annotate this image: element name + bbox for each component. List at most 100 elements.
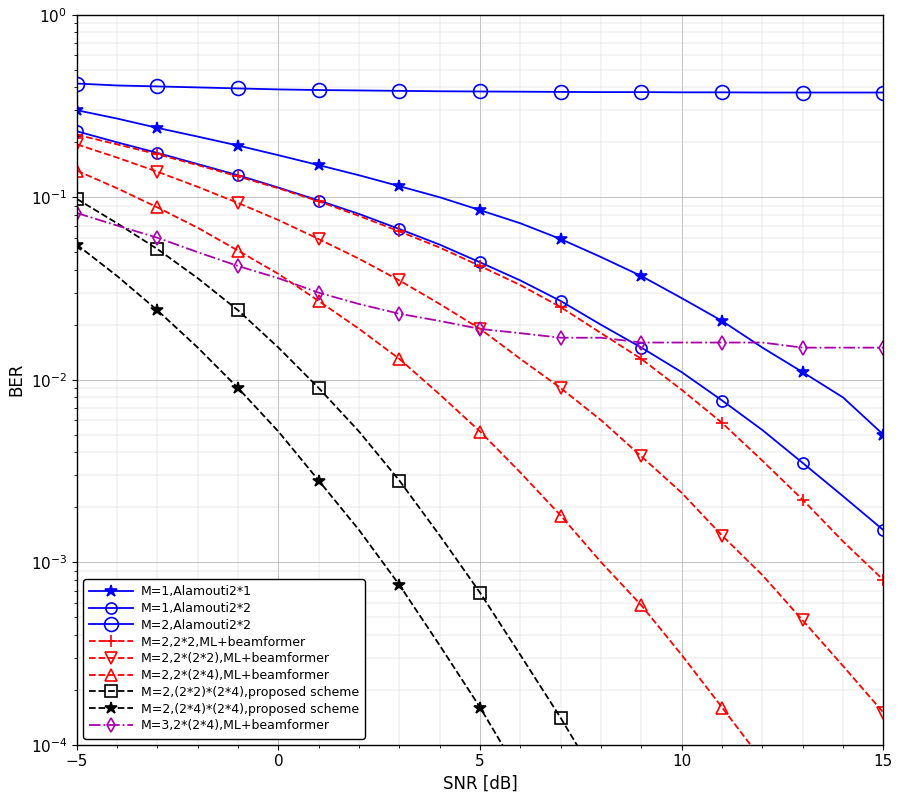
M=2,Alamouti2*2: [677, 87, 688, 97]
M=2,2*(2*4),ML+beamformer: [152, 202, 163, 212]
M=1,Alamouti2*2: [838, 491, 849, 501]
M=2,2*(2*4),ML+beamformer: [716, 702, 727, 712]
M=2,2*2,ML+beamformer: [112, 139, 122, 149]
M=2,Alamouti2*2: [636, 87, 647, 97]
M=2,2*(2*2),ML+beamformer: [596, 415, 607, 425]
M=2,2*2,ML+beamformer: [716, 418, 727, 428]
M=2,(2*2)*(2*4),proposed scheme: [596, 781, 607, 790]
M=2,(2*2)*(2*4),proposed scheme: [313, 383, 324, 393]
M=2,(2*4)*(2*4),proposed scheme: [193, 343, 203, 353]
M=1,Alamouti2*1: [354, 170, 364, 180]
M=2,2*(2*4),ML+beamformer: [273, 269, 284, 278]
M=2,2*2,ML+beamformer: [152, 150, 163, 159]
M=2,(2*2)*(2*4),proposed scheme: [233, 306, 244, 315]
M=2,Alamouti2*2: [273, 85, 284, 94]
M=2,2*(2*2),ML+beamformer: [313, 234, 324, 244]
M=2,2*(2*4),ML+beamformer: [193, 223, 203, 233]
M=1,Alamouti2*2: [435, 240, 446, 250]
M=1,Alamouti2*2: [474, 258, 485, 267]
M=1,Alamouti2*1: [596, 252, 607, 262]
M=1,Alamouti2*1: [757, 343, 768, 353]
M=1,Alamouti2*2: [273, 183, 284, 193]
M=2,2*2,ML+beamformer: [435, 243, 446, 253]
M=3,2*(2*4),ML+beamformer: [636, 338, 647, 347]
M=2,2*(2*4),ML+beamformer: [354, 324, 364, 334]
M=2,Alamouti2*2: [193, 82, 203, 92]
M=1,Alamouti2*2: [152, 148, 163, 158]
M=2,(2*4)*(2*4),proposed scheme: [515, 770, 526, 780]
M=2,(2*2)*(2*4),proposed scheme: [515, 650, 526, 660]
M=2,2*(2*2),ML+beamformer: [193, 182, 203, 192]
M=2,2*(2*4),ML+beamformer: [435, 390, 446, 399]
M=2,2*(2*2),ML+beamformer: [152, 167, 163, 177]
M=1,Alamouti2*2: [716, 396, 727, 406]
M=2,2*2,ML+beamformer: [394, 226, 405, 236]
M=3,2*(2*4),ML+beamformer: [878, 343, 889, 353]
M=2,2*(2*2),ML+beamformer: [233, 198, 244, 208]
M=2,2*(2*4),ML+beamformer: [515, 468, 526, 478]
M=2,(2*4)*(2*4),proposed scheme: [233, 383, 244, 393]
M=2,2*(2*4),ML+beamformer: [474, 427, 485, 437]
M=2,2*(2*2),ML+beamformer: [515, 354, 526, 364]
M=2,Alamouti2*2: [797, 88, 808, 98]
M=2,2*2,ML+beamformer: [838, 537, 849, 546]
M=1,Alamouti2*1: [152, 123, 163, 133]
M=1,Alamouti2*1: [394, 182, 405, 191]
M=2,Alamouti2*2: [152, 82, 163, 91]
M=2,2*2,ML+beamformer: [555, 302, 566, 312]
M=1,Alamouti2*1: [555, 234, 566, 244]
M=1,Alamouti2*2: [71, 126, 82, 136]
M=1,Alamouti2*1: [677, 294, 688, 303]
M=1,Alamouti2*2: [515, 276, 526, 286]
M=3,2*(2*4),ML+beamformer: [71, 208, 82, 218]
M=2,Alamouti2*2: [474, 86, 485, 96]
M=2,2*(2*4),ML+beamformer: [555, 511, 566, 521]
M=2,2*(2*4),ML+beamformer: [757, 756, 768, 766]
M=1,Alamouti2*2: [677, 367, 688, 377]
M=2,Alamouti2*2: [354, 86, 364, 95]
M=2,Alamouti2*2: [716, 87, 727, 97]
M=3,2*(2*4),ML+beamformer: [233, 262, 244, 271]
M=2,2*(2*2),ML+beamformer: [878, 708, 889, 718]
M=2,Alamouti2*2: [313, 86, 324, 95]
M=2,(2*2)*(2*4),proposed scheme: [394, 476, 405, 486]
M=2,(2*4)*(2*4),proposed scheme: [394, 580, 405, 590]
M=2,2*(2*4),ML+beamformer: [313, 296, 324, 306]
M=3,2*(2*4),ML+beamformer: [354, 299, 364, 309]
M=1,Alamouti2*1: [435, 193, 446, 202]
Line: M=1,Alamouti2*1: M=1,Alamouti2*1: [70, 104, 890, 441]
M=2,Alamouti2*2: [71, 78, 82, 88]
M=2,2*(2*2),ML+beamformer: [354, 254, 364, 264]
M=2,2*2,ML+beamformer: [71, 130, 82, 139]
X-axis label: SNR [dB]: SNR [dB]: [443, 775, 518, 793]
M=1,Alamouti2*2: [596, 320, 607, 330]
M=2,Alamouti2*2: [435, 86, 446, 96]
M=2,2*2,ML+beamformer: [193, 160, 203, 170]
M=2,Alamouti2*2: [596, 87, 607, 97]
M=2,2*2,ML+beamformer: [354, 211, 364, 221]
M=1,Alamouti2*2: [878, 526, 889, 535]
M=1,Alamouti2*1: [636, 271, 647, 281]
Line: M=2,2*2,ML+beamformer: M=2,2*2,ML+beamformer: [70, 129, 890, 586]
M=2,Alamouti2*2: [757, 88, 768, 98]
M=2,Alamouti2*2: [515, 87, 526, 97]
M=3,2*(2*4),ML+beamformer: [152, 233, 163, 242]
M=3,2*(2*4),ML+beamformer: [515, 328, 526, 338]
M=2,(2*2)*(2*4),proposed scheme: [474, 588, 485, 598]
M=2,2*(2*4),ML+beamformer: [71, 166, 82, 175]
M=2,2*2,ML+beamformer: [596, 328, 607, 338]
M=2,(2*4)*(2*4),proposed scheme: [71, 240, 82, 250]
M=3,2*(2*4),ML+beamformer: [596, 333, 607, 342]
M=2,2*2,ML+beamformer: [797, 495, 808, 505]
M=3,2*(2*4),ML+beamformer: [797, 343, 808, 353]
M=2,2*(2*2),ML+beamformer: [273, 215, 284, 225]
M=2,Alamouti2*2: [878, 88, 889, 98]
Line: M=1,Alamouti2*2: M=1,Alamouti2*2: [71, 126, 889, 536]
M=3,2*(2*4),ML+beamformer: [313, 288, 324, 298]
Legend: M=1,Alamouti2*1, M=1,Alamouti2*2, M=2,Alamouti2*2, M=2,2*2,ML+beamformer, M=2,2*: M=1,Alamouti2*1, M=1,Alamouti2*2, M=2,Al…: [83, 579, 365, 738]
Line: M=2,2*(2*4),ML+beamformer: M=2,2*(2*4),ML+beamformer: [71, 165, 889, 800]
M=2,2*2,ML+beamformer: [474, 262, 485, 271]
M=2,Alamouti2*2: [394, 86, 405, 96]
M=3,2*(2*4),ML+beamformer: [474, 324, 485, 334]
M=2,Alamouti2*2: [555, 87, 566, 97]
